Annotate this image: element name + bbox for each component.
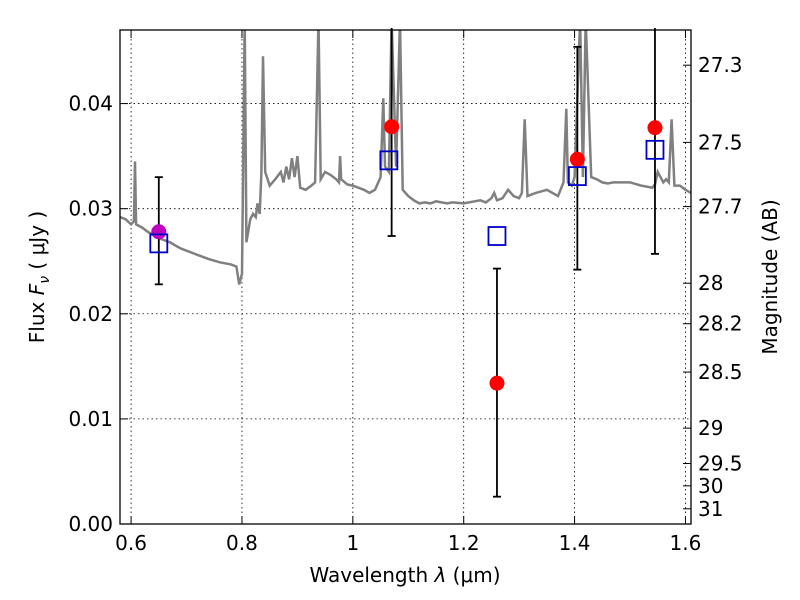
x-tick-label: 0.8	[226, 531, 258, 555]
y2-tick-label: 28	[698, 271, 723, 295]
model-point-square	[379, 150, 399, 171]
y-tick-label: 0.02	[68, 302, 113, 326]
model-point-square	[487, 226, 507, 246]
y2-tick-label: 29	[698, 416, 723, 440]
model-point-square	[567, 166, 587, 186]
y2-tick-label: 28.2	[698, 312, 743, 336]
plot-frame	[119, 29, 692, 525]
x-tick-label: 1.2	[448, 531, 480, 555]
data-point-circle	[489, 375, 505, 391]
y-tick-label: 0.03	[68, 197, 113, 221]
x-tick-label: 1	[346, 531, 359, 555]
x-tick-label: 0.6	[115, 531, 147, 555]
x-tick-label: 1.4	[559, 531, 591, 555]
y2-tick-label: 30	[698, 474, 723, 498]
model-spectrum-line	[120, 30, 691, 285]
model-point-square	[149, 233, 169, 254]
data-point-circle	[151, 224, 167, 240]
y2-tick-label: 28.5	[698, 360, 743, 384]
axis-ticks: 0.6 0.8 1 1.2 1.4 1.6 0.00 0.01 0.02 0.03 0.04 27.3…	[68, 30, 743, 555]
data-point-circle	[569, 151, 585, 167]
y-tick-label: 0.00	[68, 512, 113, 536]
y2-tick-label: 29.5	[698, 452, 743, 476]
y-tick-label: 0.04	[68, 92, 113, 116]
y2-axis-title: Magnitude (AB)	[758, 199, 782, 354]
data-point-circle	[384, 119, 400, 135]
data-point-circle	[647, 120, 663, 136]
grid-layer	[120, 30, 691, 525]
x-tick-label: 1.6	[670, 531, 702, 555]
model-point-square	[645, 139, 665, 160]
y2-tick-label: 27.3	[698, 53, 743, 77]
x-axis-title: Wavelength λ (μm)	[309, 563, 500, 587]
y2-tick-label: 31	[698, 497, 723, 521]
y2-tick-label: 27.7	[698, 195, 743, 219]
y2-tick-label: 27.5	[698, 130, 743, 154]
y-axis-title: Flux Fν ( μJy )	[25, 211, 53, 343]
y-tick-label: 0.01	[68, 407, 113, 431]
data-marks	[149, 28, 665, 498]
